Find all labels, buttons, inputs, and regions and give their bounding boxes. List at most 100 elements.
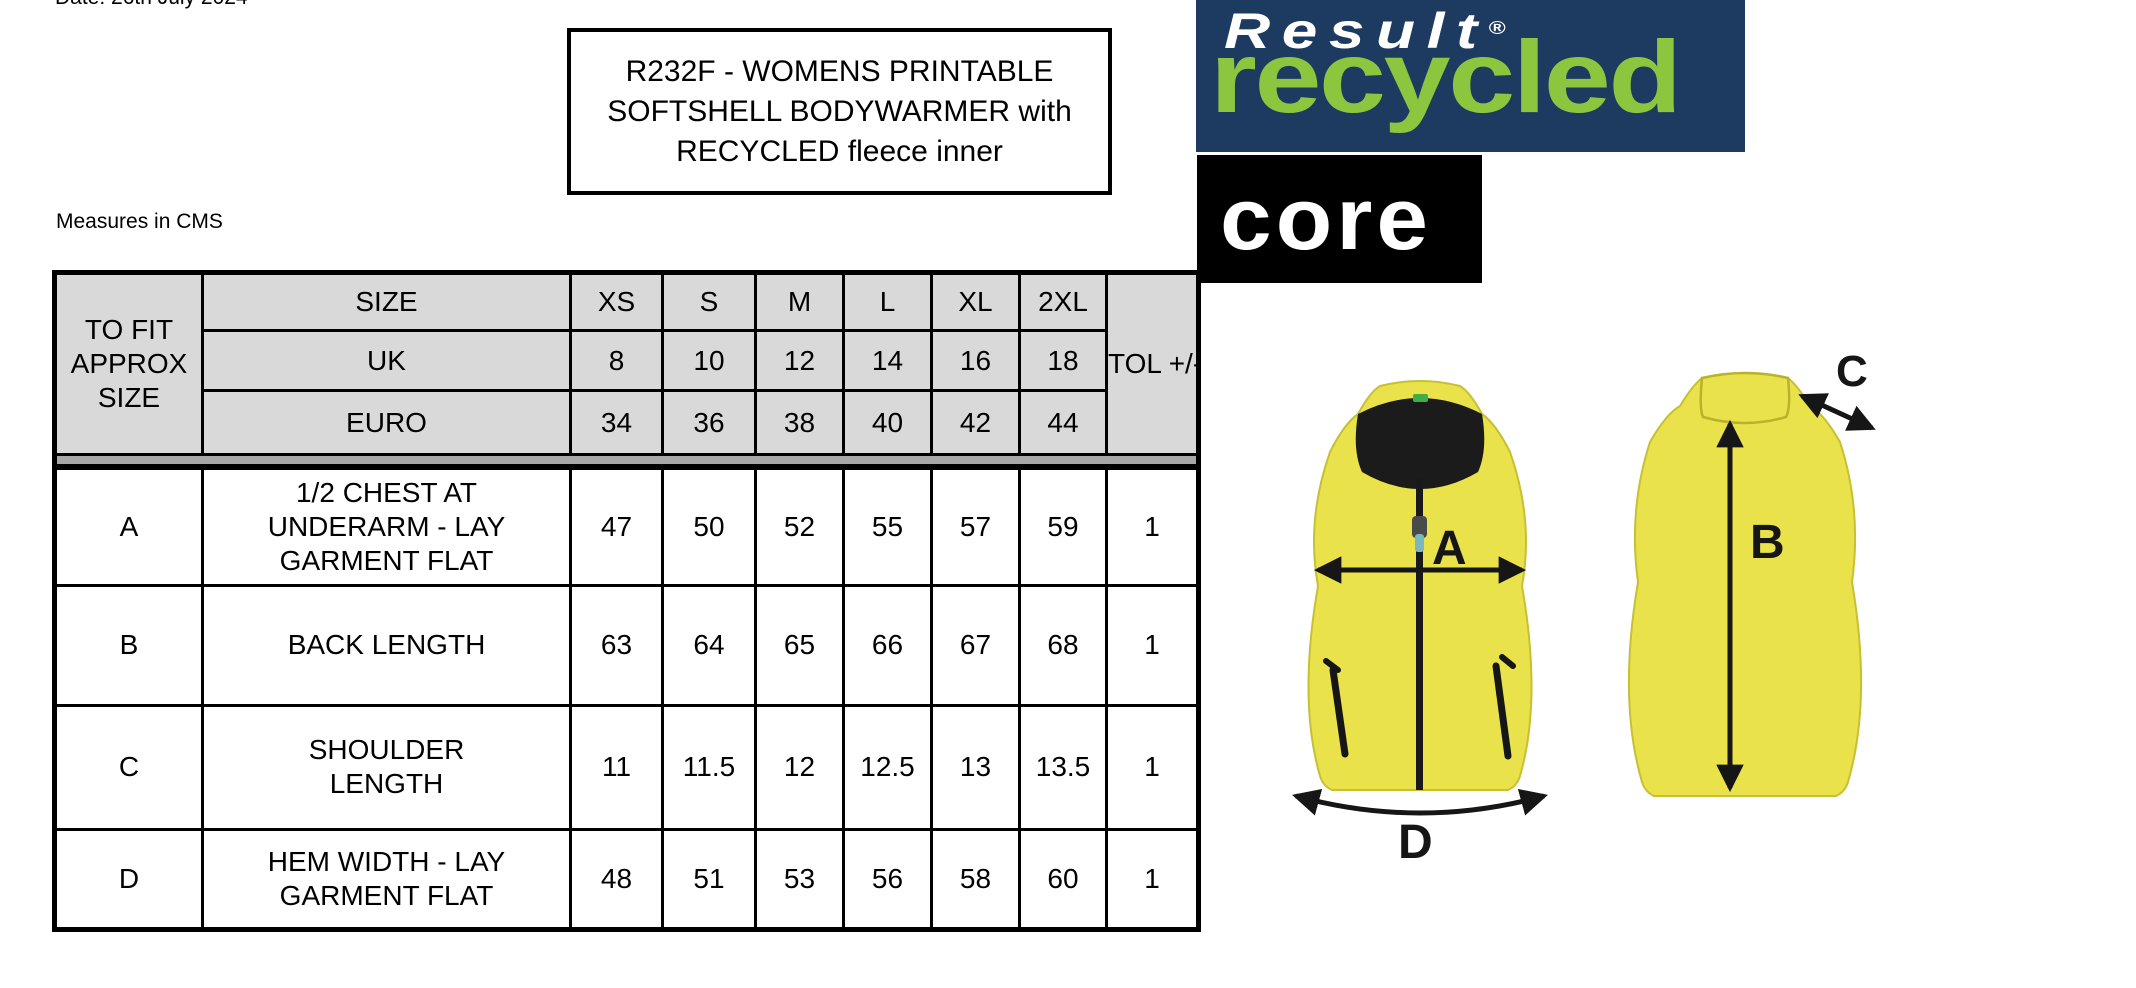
- result-wordmark: Result®: [1224, 3, 1506, 59]
- date-line: Date: 26th July 2024: [55, 0, 248, 10]
- measure-value-cell: 53: [754, 827, 845, 931]
- right-pocket-tab: [1499, 654, 1516, 669]
- measure-value-cell: 56: [842, 827, 933, 931]
- registered-trademark-symbol: ®: [1488, 18, 1506, 38]
- uk-value-cell: 18: [1018, 329, 1108, 392]
- euro-value-cell: 38: [754, 389, 845, 456]
- shoulder-measure-label: C: [1836, 347, 1868, 396]
- corner-cell: TO FIT APPROX SIZE: [53, 271, 204, 456]
- measure-description: 1/2 CHEST AT UNDERARM - LAY GARMENT FLAT: [267, 476, 506, 576]
- header-body-separator: [53, 453, 1200, 470]
- product-title: R232F - WOMENS PRINTABLE SOFTSHELL BODYW…: [607, 54, 1072, 168]
- uk-row-label: UK: [201, 329, 572, 392]
- measure-description-cell: HEM WIDTH - LAY GARMENT FLAT: [201, 827, 572, 931]
- measure-value-cell: 60: [1018, 827, 1108, 931]
- uk-value-cell: 14: [842, 329, 933, 392]
- garment-front-view-image: A D: [1292, 380, 1548, 860]
- size-value-cell: XL: [930, 271, 1021, 332]
- back-collar: [1699, 371, 1791, 425]
- euro-row-label: EURO: [201, 389, 572, 456]
- measure-description: HEM WIDTH - LAY GARMENT FLAT: [267, 845, 506, 911]
- measure-value-cell: 12.5: [842, 703, 933, 831]
- size-header-row: TO FIT APPROX SIZE SIZE XS S M L XL 2XL …: [53, 271, 1200, 456]
- measures-note: Measures in CMS: [56, 210, 223, 233]
- tolerance-header-cell: TOL +/-: [1105, 271, 1200, 456]
- measure-value-cell: 55: [842, 465, 933, 587]
- shoulder-measure-arrow: [1798, 393, 1876, 431]
- tolerance-value-cell: 1: [1105, 827, 1200, 931]
- hem-measure-label: D: [1398, 816, 1433, 860]
- measure-description-cell: SHOULDER LENGTH: [201, 703, 572, 831]
- size-value-cell: S: [661, 271, 757, 332]
- measurement-row-b: B BACK LENGTH 63 64 65 66 67 68 1: [53, 583, 1200, 707]
- measure-description: SHOULDER LENGTH: [308, 734, 465, 799]
- right-pocket-zip: [1492, 662, 1512, 760]
- measure-value-cell: 47: [569, 465, 664, 587]
- measurement-row-c: C SHOULDER LENGTH 11 11.5 12 12.5 13 13.…: [53, 703, 1200, 831]
- product-title-box: R232F - WOMENS PRINTABLE SOFTSHELL BODYW…: [567, 28, 1112, 195]
- corner-label: TO FIT APPROX SIZE: [70, 314, 188, 413]
- uk-value-cell: 16: [930, 329, 1021, 392]
- measure-value-cell: 59: [1018, 465, 1108, 587]
- measure-letter-cell: C: [53, 703, 204, 831]
- collar-tag: [1413, 394, 1428, 402]
- measure-description-cell: BACK LENGTH: [201, 583, 572, 707]
- size-value-cell: M: [754, 271, 845, 332]
- euro-value-cell: 40: [842, 389, 933, 456]
- measure-value-cell: 11: [569, 703, 664, 831]
- back-length-measure-label: B: [1750, 516, 1785, 569]
- zip-slider: [1412, 516, 1427, 538]
- size-value-cell: L: [842, 271, 933, 332]
- measure-letter-cell: A: [53, 465, 204, 587]
- measure-value-cell: 13.5: [1018, 703, 1108, 831]
- hem-measure-arrow: [1292, 788, 1548, 816]
- measure-value-cell: 63: [569, 583, 664, 707]
- euro-value-cell: 42: [930, 389, 1021, 456]
- uk-value-cell: 12: [754, 329, 845, 392]
- measure-value-cell: 12: [754, 703, 845, 831]
- measure-value-cell: 58: [930, 827, 1021, 931]
- uk-value-cell: 10: [661, 329, 757, 392]
- measurement-row-a: A 1/2 CHEST AT UNDERARM - LAY GARMENT FL…: [53, 465, 1200, 587]
- separator-band: [53, 453, 1200, 470]
- measure-value-cell: 13: [930, 703, 1021, 831]
- left-pocket-tab: [1323, 658, 1341, 673]
- measure-letter-cell: B: [53, 583, 204, 707]
- chest-measure-label: A: [1432, 522, 1467, 575]
- measurement-row-d: D HEM WIDTH - LAY GARMENT FLAT 48 51 53 …: [53, 827, 1200, 931]
- measure-description-cell: 1/2 CHEST AT UNDERARM - LAY GARMENT FLAT: [201, 465, 572, 587]
- front-collar-inner: [1355, 398, 1485, 489]
- size-value-cell: 2XL: [1018, 271, 1108, 332]
- measure-value-cell: 52: [754, 465, 845, 587]
- size-table: TO FIT APPROX SIZE SIZE XS S M L XL 2XL …: [52, 270, 1201, 932]
- measure-value-cell: 48: [569, 827, 664, 931]
- measure-value-cell: 50: [661, 465, 757, 587]
- size-value-cell: XS: [569, 271, 664, 332]
- size-row-label: SIZE: [201, 271, 572, 332]
- measure-value-cell: 67: [930, 583, 1021, 707]
- euro-value-cell: 34: [569, 389, 664, 456]
- tolerance-label: TOL +/-: [1108, 348, 1199, 379]
- measure-value-cell: 65: [754, 583, 845, 707]
- tolerance-value-cell: 1: [1105, 703, 1200, 831]
- euro-value-cell: 36: [661, 389, 757, 456]
- uk-header-row: UK 8 10 12 14 16 18: [55, 329, 1199, 392]
- back-vest-body: [1627, 372, 1863, 797]
- euro-value-cell: 44: [1018, 389, 1108, 456]
- measure-value-cell: 64: [661, 583, 757, 707]
- zip-pull: [1415, 534, 1424, 552]
- measure-value-cell: 66: [842, 583, 933, 707]
- core-logo: core: [1197, 155, 1482, 283]
- measure-description: BACK LENGTH: [287, 629, 486, 660]
- tolerance-value-cell: 1: [1105, 583, 1200, 707]
- measure-value-cell: 11.5: [661, 703, 757, 831]
- front-zip: [1416, 478, 1423, 790]
- left-pocket-zip: [1329, 666, 1349, 758]
- tolerance-value-cell: 1: [1105, 465, 1200, 587]
- uk-value-cell: 8: [569, 329, 664, 392]
- core-wordmark: core: [1220, 169, 1433, 268]
- size-chart: TO FIT APPROX SIZE SIZE XS S M L XL 2XL …: [52, 270, 1201, 932]
- measure-value-cell: 51: [661, 827, 757, 931]
- garment-back-view-image: B C: [1627, 347, 1876, 797]
- recycled-wordmark: recycled: [1210, 20, 1682, 134]
